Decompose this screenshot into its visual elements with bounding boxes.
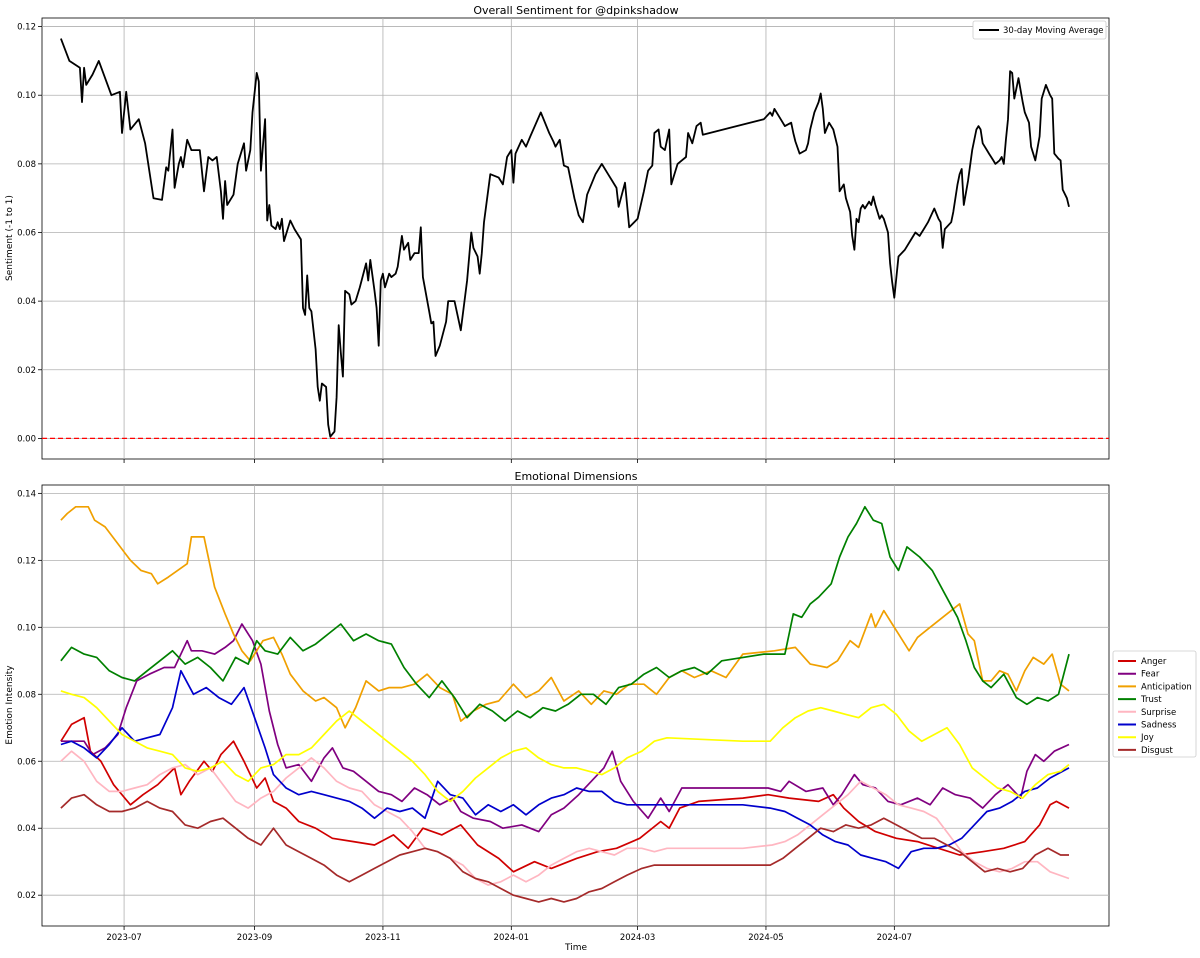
sentiment-grid bbox=[42, 18, 1109, 459]
emotions-x-tick-label: 2024-01 bbox=[494, 933, 530, 943]
emotions-x-ticks: 2023-07 2023-09 2023-11 2024-01 2024-03 2024-… bbox=[106, 926, 912, 943]
emotions-y-tick-label: 0.04 bbox=[17, 824, 36, 834]
emotions-legend-label: Disgust bbox=[1141, 746, 1174, 756]
emotions-y-tick-label: 0.12 bbox=[17, 556, 36, 566]
sentiment-y-tick-label: 0.04 bbox=[17, 297, 36, 307]
emotions-x-tick-label: 2024-05 bbox=[748, 933, 784, 943]
emotions-x-tick-label: 2024-03 bbox=[620, 933, 656, 943]
emotions-legend-label: Sadness bbox=[1141, 721, 1177, 731]
emotions-series bbox=[60, 505, 1070, 903]
emotions-legend: Anger Fear Anticipation Trust Surprise Sadnes… bbox=[1112, 650, 1197, 758]
sentiment-panel: Overall Sentiment for @dpinkshadow 0.000… bbox=[5, 4, 1110, 463]
emotions-xlabel: Time bbox=[564, 943, 587, 953]
sentiment-y-tick-label: 0.06 bbox=[17, 228, 36, 238]
series-line-joy bbox=[60, 690, 1070, 803]
emotions-legend-label: Trust bbox=[1140, 695, 1162, 705]
sentiment-y-tick-label: 0.02 bbox=[17, 366, 36, 376]
sentiment-ylabel: Sentiment (-1 to 1) bbox=[5, 195, 15, 281]
emotions-legend-label: Surprise bbox=[1141, 708, 1176, 718]
sentiment-y-ticks: 0.00 0.02 0.04 0.06 0.08 0.10 0.12 bbox=[17, 23, 42, 444]
emotions-x-tick-label: 2023-07 bbox=[106, 933, 142, 943]
sentiment-x-tick-marks bbox=[123, 459, 895, 463]
emotions-legend-label: Fear bbox=[1141, 670, 1160, 680]
series-line-anticipation bbox=[60, 505, 1070, 729]
emotions-axes-frame bbox=[41, 484, 1110, 927]
emotions-y-tick-label: 0.06 bbox=[17, 757, 36, 767]
series-line-disgust bbox=[60, 793, 1069, 903]
sentiment-y-tick-label: 0.10 bbox=[17, 91, 36, 101]
emotions-y-tick-label: 0.08 bbox=[17, 690, 36, 700]
sentiment-series bbox=[60, 38, 1070, 438]
emotions-x-tick-label: 2023-09 bbox=[237, 933, 273, 943]
sentiment-y-tick-label: 0.00 bbox=[17, 434, 36, 444]
emotions-title: Emotional Dimensions bbox=[515, 470, 638, 483]
emotions-y-ticks: 0.02 0.04 0.06 0.08 0.10 0.12 0.14 bbox=[17, 489, 42, 901]
series-line-surprise bbox=[60, 750, 1070, 886]
series-line-trust bbox=[60, 505, 1070, 722]
emotions-x-tick-label: 2024-07 bbox=[877, 933, 913, 943]
sentiment-legend-label: 30-day Moving Average bbox=[1003, 26, 1104, 36]
emotions-legend-label: Anticipation bbox=[1141, 682, 1192, 692]
series-line-fear bbox=[60, 623, 1070, 833]
emotions-y-tick-label: 0.10 bbox=[17, 623, 36, 633]
emotions-y-tick-label: 0.14 bbox=[17, 489, 36, 499]
sentiment-y-tick-label: 0.08 bbox=[17, 160, 36, 170]
series-line-anger bbox=[60, 716, 1070, 873]
emotions-grid bbox=[42, 485, 1109, 926]
emotions-x-tick-label: 2023-11 bbox=[365, 933, 401, 943]
emotions-legend-label: Joy bbox=[1140, 733, 1154, 743]
sentiment-title: Overall Sentiment for @dpinkshadow bbox=[473, 4, 678, 17]
emotions-ylabel: Emotion Intensity bbox=[5, 665, 15, 745]
emotions-y-tick-label: 0.02 bbox=[17, 891, 36, 901]
sentiment-legend-box bbox=[972, 20, 1107, 40]
sentiment-axes-frame bbox=[41, 17, 1110, 460]
series-line-sadness bbox=[60, 669, 1070, 870]
emotions-legend-label: Anger bbox=[1141, 657, 1167, 667]
series-line-moving-average bbox=[60, 38, 1070, 438]
sentiment-y-tick-label: 0.12 bbox=[17, 23, 36, 33]
emotions-panel: Emotional Dimensions 0.02 0.04 0.06 0.08 0.1… bbox=[5, 470, 1197, 953]
sentiment-legend: 30-day Moving Average bbox=[972, 20, 1107, 40]
emotions-legend-box bbox=[1112, 650, 1197, 758]
